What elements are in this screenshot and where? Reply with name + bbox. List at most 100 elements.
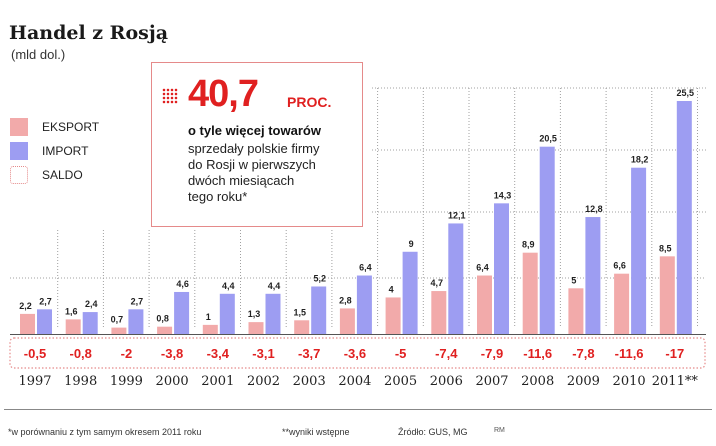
bar-import [82, 312, 98, 334]
callout-text: sprzedały polskie firmy do Rosji w pierw… [188, 141, 320, 204]
data-label-import: 4,6 [176, 279, 189, 289]
callout-headline: o tyle więcej towarów [188, 123, 321, 138]
bar-export [568, 288, 584, 334]
data-label-saldo: -2 [121, 346, 133, 361]
bar-import [631, 167, 647, 334]
x-tick-label: 2008 [521, 374, 554, 389]
data-label-export: 6,6 [613, 261, 626, 271]
x-tick-label: 2006 [430, 374, 463, 389]
x-tick-label: 2009 [567, 374, 600, 389]
bar-export [248, 322, 264, 334]
data-label-saldo: -3,4 [207, 346, 230, 361]
x-tick-label: 2005 [384, 374, 417, 389]
bar-export [522, 252, 538, 334]
bar-import [402, 251, 418, 334]
data-label-saldo: -3,7 [298, 346, 320, 361]
data-label-import: 12,1 [448, 210, 466, 220]
callout-box: 40,7 PROC. o tyle więcej towarów sprzeda… [151, 62, 363, 227]
data-label-export: 1,3 [248, 309, 261, 319]
data-label-import: 14,3 [494, 190, 512, 200]
data-label-export: 4 [389, 284, 394, 294]
data-label-import: 25,5 [677, 88, 695, 98]
legend-swatch-saldo [10, 166, 28, 184]
data-label-saldo: -7,8 [572, 346, 594, 361]
data-label-import: 9 [409, 239, 414, 249]
data-label-export: 1 [206, 312, 211, 322]
data-label-export: 6,4 [476, 263, 489, 273]
x-tick-label: 2002 [247, 374, 280, 389]
data-label-saldo: -3,6 [344, 346, 366, 361]
data-label-import: 18,2 [631, 155, 649, 165]
data-label-saldo: -3,1 [252, 346, 274, 361]
bar-export [659, 256, 675, 334]
data-label-import: 2,4 [85, 299, 98, 309]
x-tick-label: 2010 [613, 374, 646, 389]
x-tick-label: 1997 [18, 374, 51, 389]
chart-subtitle: (mld dol.) [11, 47, 66, 62]
legend-item-export: EKSPORT [10, 117, 99, 137]
bar-import [356, 275, 372, 334]
data-label-saldo: -0,8 [69, 346, 91, 361]
data-label-saldo: -17 [665, 346, 684, 361]
data-label-import: 6,4 [359, 263, 372, 273]
data-label-saldo: -3,8 [161, 346, 183, 361]
data-label-export: 0,8 [156, 314, 169, 324]
bar-import [174, 291, 190, 334]
bar-export [477, 275, 492, 334]
data-label-export: 8,9 [522, 240, 535, 250]
data-label-import: 20,5 [539, 134, 557, 144]
data-label-import: 2,7 [131, 296, 144, 306]
legend-item-import: IMPORT [10, 141, 88, 161]
legend-label-saldo: SALDO [42, 168, 83, 182]
bar-export [385, 297, 401, 334]
bar-import [265, 293, 281, 334]
data-label-import: 2,7 [39, 296, 52, 306]
legend-swatch-export [10, 118, 28, 136]
data-label-saldo: -11,6 [615, 346, 644, 361]
data-label-export: 2,8 [339, 295, 352, 305]
bar-export [20, 313, 35, 334]
bar-import [311, 286, 327, 334]
data-label-export: 1,6 [65, 306, 78, 316]
legend-label-import: IMPORT [42, 144, 89, 158]
data-label-saldo: -5 [395, 346, 407, 361]
legend-item-saldo: SALDO [10, 165, 83, 185]
data-label-saldo: -7,9 [481, 346, 503, 361]
bar-export [157, 326, 173, 334]
x-tick-label: 1999 [110, 374, 143, 389]
footnote-2: **wyniki wstępne [282, 427, 350, 437]
bar-import [539, 146, 555, 334]
data-label-export: 8,5 [659, 243, 672, 253]
data-label-export: 0,7 [111, 315, 124, 325]
bar-import [219, 293, 235, 334]
bar-export [431, 291, 447, 334]
data-label-export: 2,2 [19, 301, 32, 311]
data-label-export: 1,5 [293, 307, 306, 317]
legend-label-export: EKSPORT [42, 120, 100, 134]
data-label-saldo: -11,6 [523, 346, 552, 361]
bar-export [202, 324, 218, 334]
data-label-import: 4,4 [222, 281, 235, 291]
bar-export [614, 273, 630, 334]
chart-title: Handel z Rosją [9, 22, 169, 44]
x-tick-label: 2011** [652, 374, 699, 389]
data-label-import: 5,2 [313, 273, 326, 283]
data-label-saldo: -7,4 [435, 346, 458, 361]
legend-swatch-import [10, 142, 28, 160]
x-tick-label: 2000 [156, 374, 189, 389]
bar-import [128, 309, 144, 334]
bar-import [494, 203, 509, 334]
bar-export [111, 327, 127, 334]
bar-export [294, 320, 310, 334]
saldo-row-box [9, 337, 706, 369]
x-tick-label: 1998 [64, 374, 97, 389]
x-tick-label: 2001 [201, 374, 234, 389]
dot-grid-icon [162, 88, 178, 104]
source-note: Źródło: GUS, MG [398, 427, 468, 437]
x-tick-label: 2004 [338, 374, 371, 389]
data-label-import: 4,4 [268, 281, 281, 291]
footnote-1: *w porównaniu z tym samym okresem 2011 r… [8, 427, 202, 437]
bar-export [339, 308, 355, 334]
bar-import [448, 223, 464, 334]
